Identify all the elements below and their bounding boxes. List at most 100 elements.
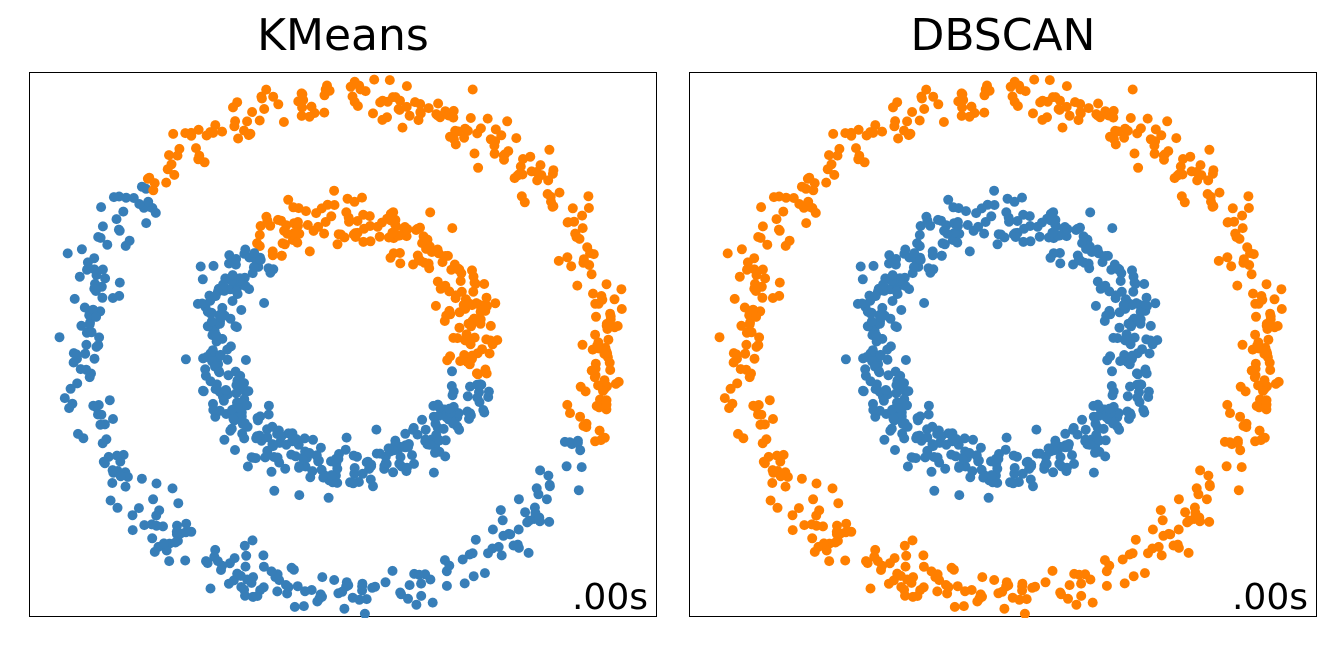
data-point [1173,524,1184,535]
data-point [88,400,99,411]
data-point [339,603,350,614]
data-point [162,164,173,175]
data-point [877,302,888,313]
data-point [748,400,759,411]
data-point [1253,380,1264,391]
data-point [1253,337,1264,348]
data-point [756,202,767,213]
data-point [401,101,412,112]
data-point [467,265,477,276]
data-point [304,111,315,122]
data-point [455,276,466,286]
data-point [787,510,798,521]
data-point [1073,115,1084,126]
data-point [921,84,932,95]
data-point [900,590,910,601]
data-point [940,463,951,474]
data-point [1061,101,1072,112]
data-point [877,126,888,137]
data-point [1207,201,1218,212]
data-point [118,206,129,217]
data-point [902,400,912,411]
data-point [164,150,174,161]
data-point [887,270,898,281]
data-point [544,481,555,492]
data-point [966,101,977,112]
data-point [1115,276,1126,286]
data-point [252,238,263,249]
data-point [54,332,65,343]
data-point [937,238,948,249]
data-point [407,450,417,461]
data-point [865,376,876,387]
data-point [304,246,315,257]
data-point [866,316,877,327]
data-point [1071,599,1082,610]
data-point [112,502,123,513]
data-point [1127,548,1138,559]
data-point [210,544,221,555]
data-point [1195,465,1206,476]
data-point [230,445,240,455]
data-point [278,117,289,127]
data-point [971,450,982,461]
data-point [458,299,469,310]
data-point [223,578,234,589]
data-point [782,471,793,482]
data-point [1064,110,1075,121]
data-point [603,334,614,345]
data-point [891,388,902,399]
data-point [180,354,191,365]
data-point [865,308,876,319]
data-point [577,339,588,350]
data-point [174,143,185,154]
data-point [1001,207,1012,218]
data-point [470,278,481,289]
data-point [158,538,169,549]
data-point [870,544,881,555]
data-point [890,445,900,455]
data-point [416,590,427,601]
data-point [1134,387,1144,398]
data-point [1265,365,1276,375]
data-point [120,481,131,492]
data-point [933,214,943,225]
data-point [1131,368,1142,379]
data-point [882,344,893,355]
data-point [942,588,953,599]
data-point [423,103,434,114]
data-point [1078,231,1089,242]
data-point [1233,485,1244,496]
data-point [1157,515,1168,526]
data-point [1155,505,1166,516]
data-point [753,232,764,242]
data-point [1028,108,1038,119]
data-point [368,108,378,119]
data-point [893,133,904,144]
data-point [430,300,441,311]
data-point [742,257,753,268]
data-point [114,290,125,301]
data-point [447,390,458,401]
data-point [1042,112,1052,123]
data-point [481,368,492,379]
data-point [809,546,820,557]
data-point [1156,550,1167,561]
data-point [467,84,478,95]
data-point [543,470,554,481]
data-point [993,453,1004,464]
data-point [906,452,917,463]
data-point [918,561,929,572]
data-point [1068,422,1079,433]
data-point [448,332,459,343]
data-point [929,485,940,496]
data-point [1062,462,1072,473]
data-point [582,242,593,253]
data-point [280,463,291,474]
data-point [258,550,269,561]
data-point [357,581,368,592]
data-point [916,91,927,102]
data-point [605,311,616,322]
data-point [215,312,226,323]
data-point [368,481,378,492]
